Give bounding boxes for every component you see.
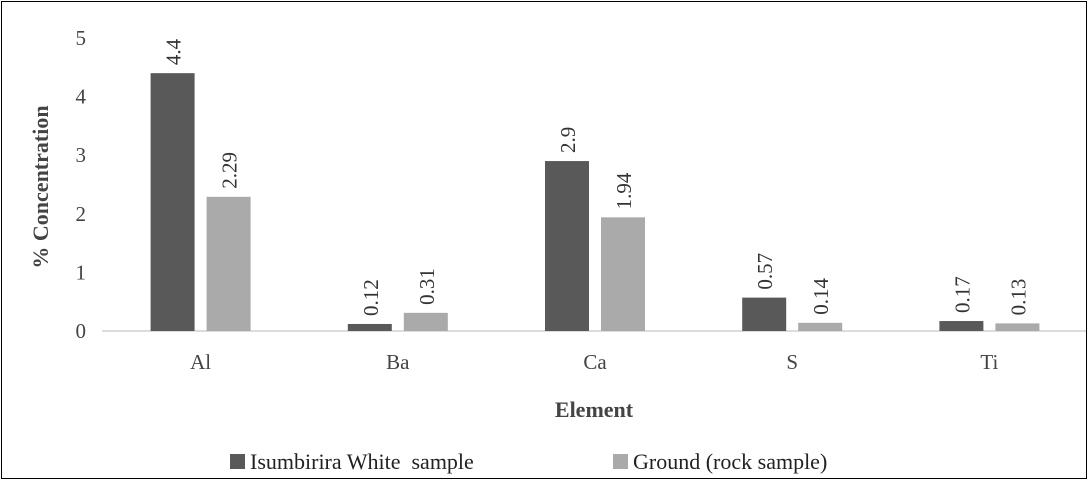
bar-al-series-2 xyxy=(206,196,251,331)
x-tick-label: S xyxy=(786,350,798,374)
data-label: 0.13 xyxy=(1006,279,1030,316)
bar-ti-series-2 xyxy=(995,323,1040,331)
legend-swatch-2 xyxy=(613,454,628,469)
y-tick-label: 5 xyxy=(76,26,87,50)
bar-ba-series-2 xyxy=(403,312,448,331)
legend-label-1: Isumbirira White sample xyxy=(250,449,474,474)
x-axis-ticks: Al Ba Ca S Ti xyxy=(190,350,998,374)
data-label: 0.57 xyxy=(753,253,777,290)
data-label: 2.29 xyxy=(218,152,242,189)
y-axis-ticks: 0 1 2 3 4 5 xyxy=(76,26,87,343)
y-axis-title: % Concentration xyxy=(28,105,53,268)
y-tick-label: 1 xyxy=(76,260,87,284)
bar-s-series-2 xyxy=(798,322,843,331)
y-tick-label: 4 xyxy=(76,85,87,109)
bars-layer xyxy=(150,73,1040,331)
y-tick-label: 0 xyxy=(76,319,87,343)
legend-label-2: Ground (rock sample) xyxy=(633,449,827,474)
y-tick-label: 2 xyxy=(76,202,87,226)
bar-al-series-1 xyxy=(150,73,195,331)
bar-s-series-1 xyxy=(742,297,787,331)
x-axis-title: Element xyxy=(555,397,634,422)
legend-swatch-1 xyxy=(230,454,245,469)
x-tick-label: Ca xyxy=(583,350,607,374)
bar-ca-series-1 xyxy=(545,161,589,331)
data-label: 2.9 xyxy=(556,127,580,153)
bar-ba-series-1 xyxy=(347,323,392,331)
data-label: 0.17 xyxy=(950,276,974,313)
data-label: 1.94 xyxy=(612,172,636,209)
data-label: 0.14 xyxy=(809,278,833,315)
x-tick-label: Ti xyxy=(980,350,998,374)
legend: Isumbirira White sample Ground (rock samp… xyxy=(230,449,827,474)
x-tick-label: Ba xyxy=(386,350,410,374)
x-tick-label: Al xyxy=(190,350,211,374)
bar-ti-series-1 xyxy=(939,321,984,331)
y-tick-label: 3 xyxy=(76,143,87,167)
data-label: 4.4 xyxy=(162,38,186,65)
data-label: 0.12 xyxy=(359,279,383,316)
data-labels-layer: 4.4 2.29 0.12 0.31 2.9 1.94 0.57 0.14 0.17 0.13 xyxy=(162,38,1031,316)
data-label: 0.31 xyxy=(415,268,439,305)
bar-ca-series-2 xyxy=(601,217,645,331)
